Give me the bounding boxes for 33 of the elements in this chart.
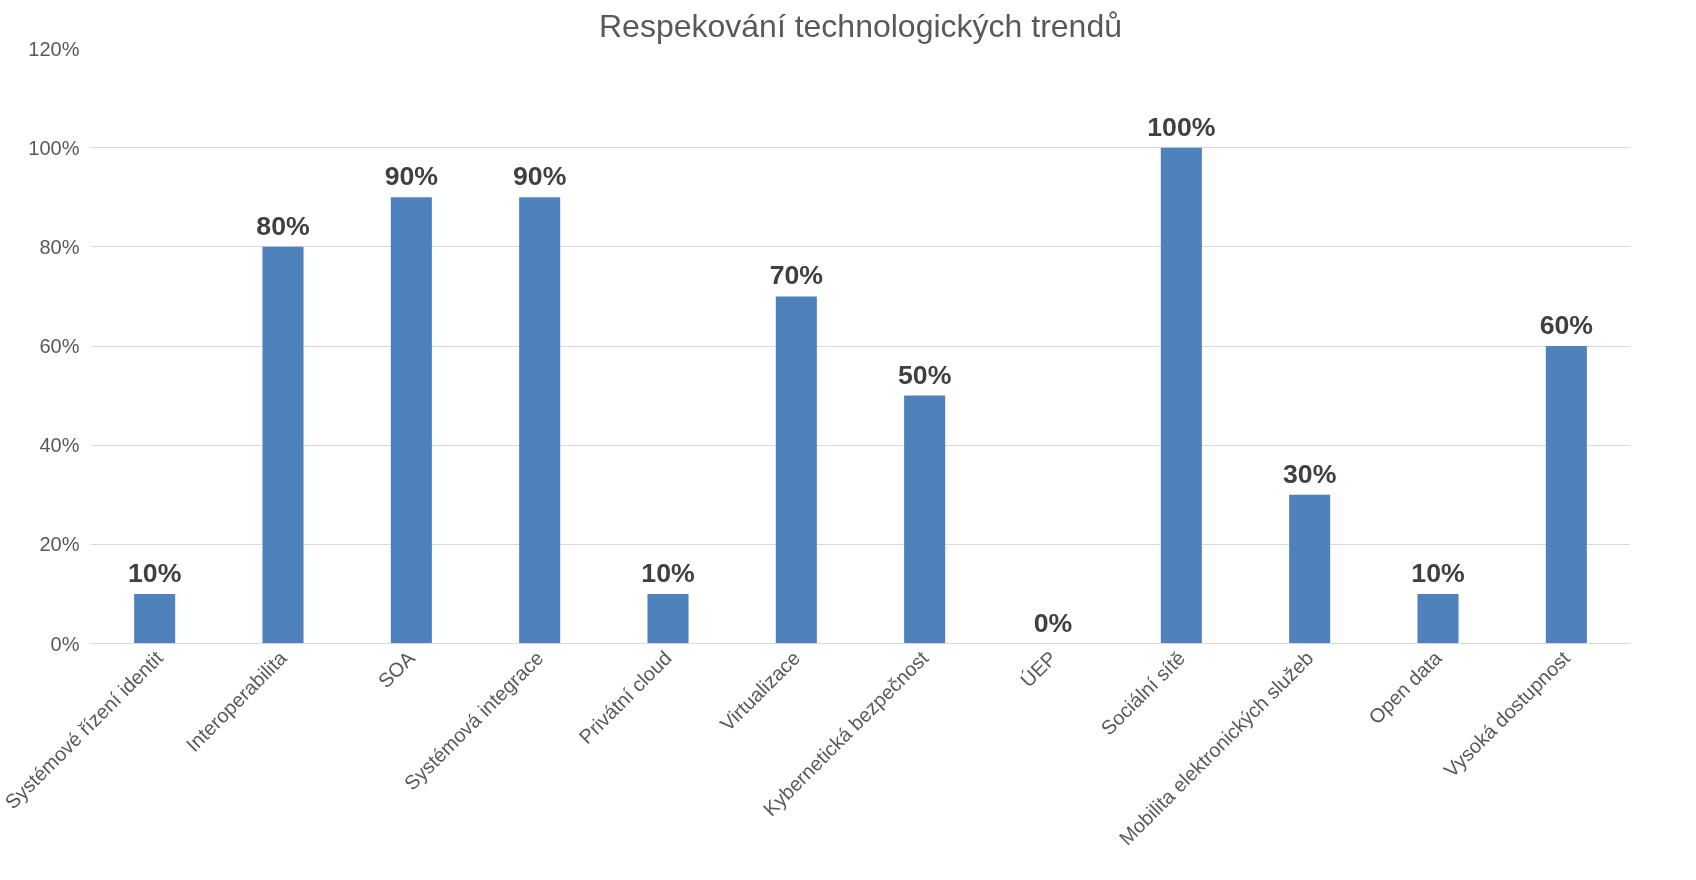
y-tick-label: 80% bbox=[39, 235, 80, 258]
y-tick-label: 100% bbox=[28, 136, 80, 159]
bar bbox=[262, 246, 304, 644]
x-tick-label: SOA bbox=[373, 646, 420, 693]
y-tick-label: 120% bbox=[28, 37, 80, 60]
data-label: 100% bbox=[1147, 111, 1216, 142]
data-label: 30% bbox=[1282, 458, 1337, 489]
data-label: 10% bbox=[1411, 557, 1465, 588]
bar bbox=[390, 197, 432, 644]
y-tick-label: 20% bbox=[39, 533, 80, 556]
bar bbox=[134, 593, 176, 644]
bar bbox=[775, 296, 817, 644]
data-label: 10% bbox=[641, 557, 695, 588]
bar bbox=[1545, 346, 1587, 644]
data-label: 70% bbox=[769, 260, 824, 291]
bar bbox=[1289, 494, 1331, 644]
y-tick-label: 0% bbox=[50, 632, 80, 655]
data-label: 10% bbox=[127, 557, 182, 588]
bar bbox=[1160, 147, 1202, 644]
data-label: 80% bbox=[256, 210, 310, 241]
data-label: 90% bbox=[384, 161, 439, 192]
data-label: 0% bbox=[1033, 607, 1073, 638]
data-label: 90% bbox=[512, 161, 567, 192]
y-tick-label: 60% bbox=[39, 335, 80, 357]
data-label: 50% bbox=[897, 359, 952, 390]
bar bbox=[647, 593, 689, 644]
chart-title: Respekování technologických trendů bbox=[599, 7, 1122, 44]
y-tick-label: 40% bbox=[39, 434, 80, 457]
bar bbox=[1417, 593, 1459, 644]
x-tick-label: ÚEP bbox=[1016, 646, 1061, 692]
data-label: 60% bbox=[1539, 310, 1594, 340]
bar bbox=[519, 197, 561, 644]
bar bbox=[904, 395, 946, 644]
